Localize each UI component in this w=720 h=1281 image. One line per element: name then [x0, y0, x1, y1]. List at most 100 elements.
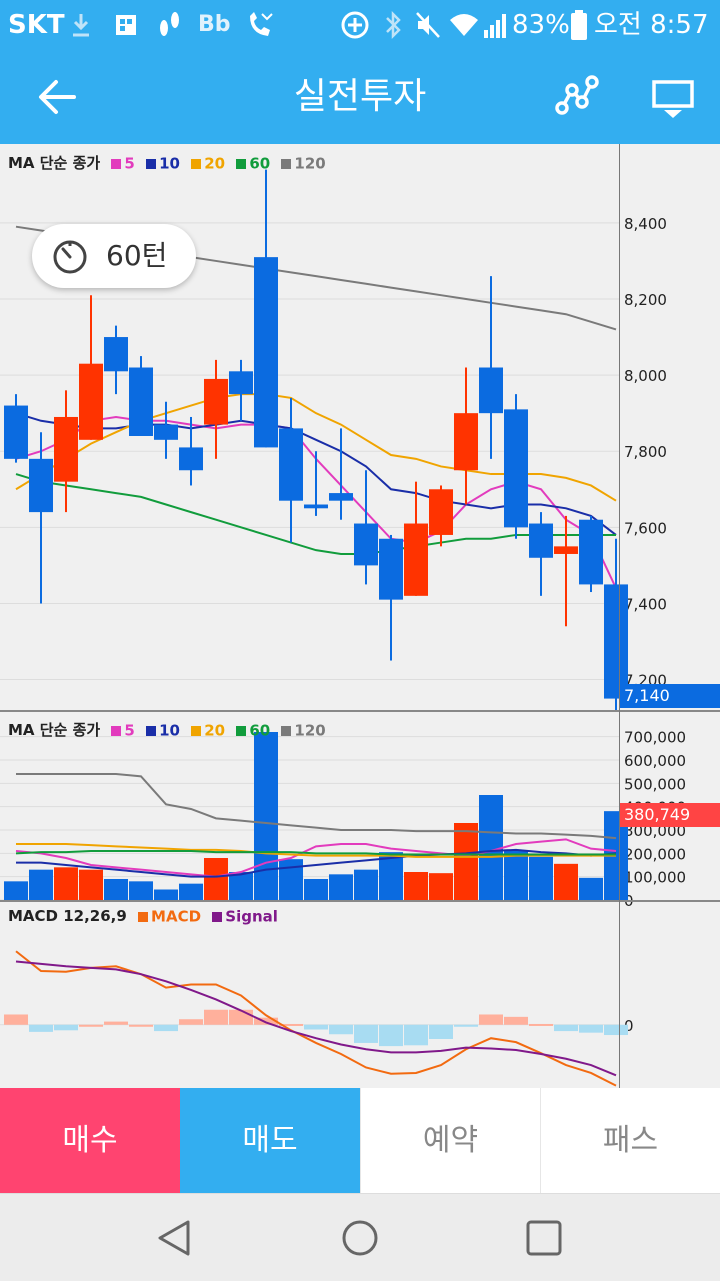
recents-square-icon[interactable]: [524, 1218, 564, 1258]
macd-histogram-bar: [404, 1024, 428, 1046]
sync-icon: [341, 11, 369, 39]
y-tick-label: 8,200: [624, 291, 667, 309]
macd-legend-title: MACD 12,26,9: [8, 907, 127, 925]
candle-body: [579, 519, 603, 585]
candle-body: [454, 413, 478, 471]
volume-ma60-line: [15, 850, 616, 856]
battery-percent: 83%: [512, 10, 570, 40]
y-tick-label: 7,800: [624, 443, 667, 461]
volume-bar: [329, 874, 353, 900]
macd-histogram-bar: [329, 1024, 353, 1035]
volume-bar: [179, 883, 203, 900]
signal-icon: [484, 14, 506, 38]
macd-histogram-bar: [254, 1017, 278, 1025]
volume-ma10-line: [16, 848, 617, 878]
turn-badge[interactable]: 60턴: [32, 224, 196, 288]
candle-body: [554, 546, 578, 554]
monitor-icon[interactable]: [648, 72, 698, 122]
macd-histogram-bar: [379, 1024, 403, 1047]
macd-histogram-bar: [529, 1023, 553, 1026]
volume-bar: [454, 823, 478, 900]
macd-chart[interactable]: 0: [0, 902, 720, 1088]
bb-icon: Bb: [198, 12, 231, 37]
macd-histogram-bar: [154, 1024, 178, 1032]
macd-histogram-bar: [54, 1024, 78, 1031]
legend-swatch: [212, 911, 223, 922]
legend-ma5: 5: [124, 154, 135, 173]
macd-histogram-bar: [354, 1024, 378, 1043]
candle-body: [104, 337, 128, 372]
y-tick-label: 200,000: [624, 845, 686, 863]
reserve-button[interactable]: 예약: [360, 1088, 540, 1193]
legend-swatch: [191, 725, 202, 736]
back-triangle-icon[interactable]: [154, 1218, 194, 1258]
candle-body: [329, 493, 353, 501]
macd-line: [15, 950, 617, 1087]
candle-body: [429, 489, 453, 535]
arrow-left-icon[interactable]: [32, 72, 82, 122]
candle-body: [79, 363, 103, 440]
volume-bar: [529, 856, 553, 900]
legend-swatch: [236, 158, 247, 169]
candle-body: [404, 523, 428, 596]
download-icon: [73, 14, 89, 37]
mute-icon: [416, 12, 440, 38]
volume-chart[interactable]: 700,000600,000500,000400,000300,000200,0…: [0, 712, 720, 910]
sell-button[interactable]: 매도: [180, 1088, 360, 1193]
volume-ma120-line: [16, 773, 617, 840]
macd-histogram-bar: [504, 1016, 528, 1025]
volume-bar: [579, 877, 603, 900]
candle-body: [154, 424, 178, 440]
y-tick-label: 7,400: [624, 595, 667, 613]
macd-histogram-bar: [4, 1014, 28, 1025]
macd-histogram-bar: [429, 1024, 453, 1039]
legend-ma10: 10: [159, 721, 180, 740]
nav-bar: [0, 1193, 720, 1281]
volume-bar: [229, 872, 253, 900]
candle-body: [354, 523, 378, 566]
legend-ma5: 5: [124, 721, 135, 740]
volume-bar: [429, 873, 453, 900]
volume-bar: [54, 867, 78, 900]
missed-call-icon: [250, 12, 273, 36]
macd-legend: MACD 12,26,9 MACD Signal: [8, 907, 278, 926]
macd-histogram-bar: [179, 1019, 203, 1025]
macd-histogram-bar: [579, 1024, 603, 1033]
legend-swatch: [281, 725, 292, 736]
legend-ma120: 120: [294, 154, 326, 173]
buy-button[interactable]: 매수: [0, 1088, 180, 1193]
current-volume-label: 380,749: [620, 803, 720, 827]
macd-histogram-bar: [479, 1014, 503, 1025]
y-tick-label: 8,000: [624, 367, 667, 385]
legend-ma60: 60: [249, 721, 271, 740]
volume-ma20-line: [16, 843, 616, 858]
candle-body: [179, 447, 203, 471]
signal-line: [15, 960, 617, 1077]
volume-bar: [129, 881, 153, 900]
candle-body: [379, 538, 403, 600]
battery-icon: [571, 10, 587, 40]
macd-histogram-bar: [79, 1024, 103, 1027]
app-bar: 실전투자: [0, 50, 720, 144]
candle-body: [279, 428, 303, 501]
legend-ma20: 20: [204, 721, 226, 740]
y-tick-label: 7,600: [624, 519, 667, 537]
pass-button[interactable]: 패스: [540, 1088, 720, 1193]
share-nodes-icon[interactable]: [552, 72, 602, 122]
chart-area[interactable]: 8,400 8,200 8,000 7,800 7,600 7,400 7,200 700,…: [0, 144, 720, 1088]
home-circle-icon[interactable]: [340, 1218, 380, 1258]
candle-body: [479, 367, 503, 414]
candle-body: [529, 523, 553, 558]
y-tick-label: 700,000: [624, 729, 686, 747]
candle-body: [4, 405, 28, 459]
macd-histogram-bar: [229, 1009, 253, 1025]
legend-swatch: [281, 158, 292, 169]
volume-bar: [404, 872, 428, 900]
legend-title: MA 단순 종가: [8, 721, 101, 739]
volume-bar: [479, 795, 503, 900]
legend-ma10: 10: [159, 154, 180, 173]
y-tick-label: 100,000: [624, 869, 686, 887]
volume-bar: [4, 881, 28, 900]
volume-bar: [554, 863, 578, 900]
